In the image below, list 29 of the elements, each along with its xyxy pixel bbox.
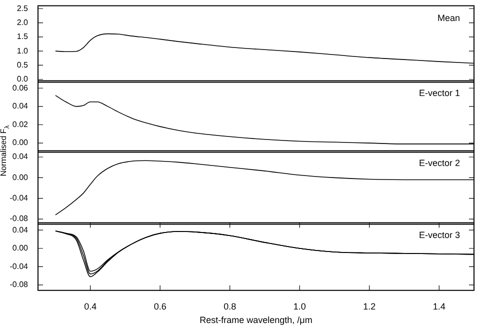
y-tick-label: 1.5 (16, 32, 29, 42)
annotation: E-vector 3 (418, 230, 460, 240)
y-tick-label: -0.04 (10, 194, 29, 203)
y-tick-label: 0.02 (12, 120, 29, 129)
x-tick-label: 0.8 (224, 301, 236, 312)
y-tick-label: 0.00 (12, 244, 29, 253)
y-tick-label: 0.00 (12, 138, 29, 148)
y-tick-label: -0.04 (10, 262, 29, 271)
y-tick-label: 0.04 (12, 225, 29, 234)
x-tick-label: 1.2 (363, 301, 376, 312)
y-tick-label: 2.5 (16, 4, 29, 13)
y-tick-label: 0.00 (12, 172, 29, 182)
y-tick-label: 1.0 (16, 46, 29, 56)
y-tick-label: 0.04 (12, 152, 29, 162)
y-tick-label: -0.08 (10, 214, 29, 224)
x-tick-label: 0.4 (84, 301, 97, 312)
y-tick-label: 0.0 (16, 74, 29, 84)
annotation: Mean (437, 12, 460, 23)
y-tick-label: -0.08 (10, 280, 29, 290)
y-tick-label: 0.5 (16, 60, 29, 70)
annotation: E-vector 2 (418, 158, 460, 168)
y-tick-label: 0.04 (12, 102, 29, 111)
annotation: E-vector 1 (418, 88, 460, 98)
y-tick-label: 2.0 (16, 18, 29, 27)
x-tick-label: 0.6 (154, 301, 166, 312)
x-tick-label: 1.0 (293, 301, 306, 312)
x-axis-title: Rest-frame wavelength, /μm (200, 315, 312, 326)
y-tick-label: 0.06 (12, 83, 29, 92)
x-tick-label: 1.4 (432, 301, 446, 312)
